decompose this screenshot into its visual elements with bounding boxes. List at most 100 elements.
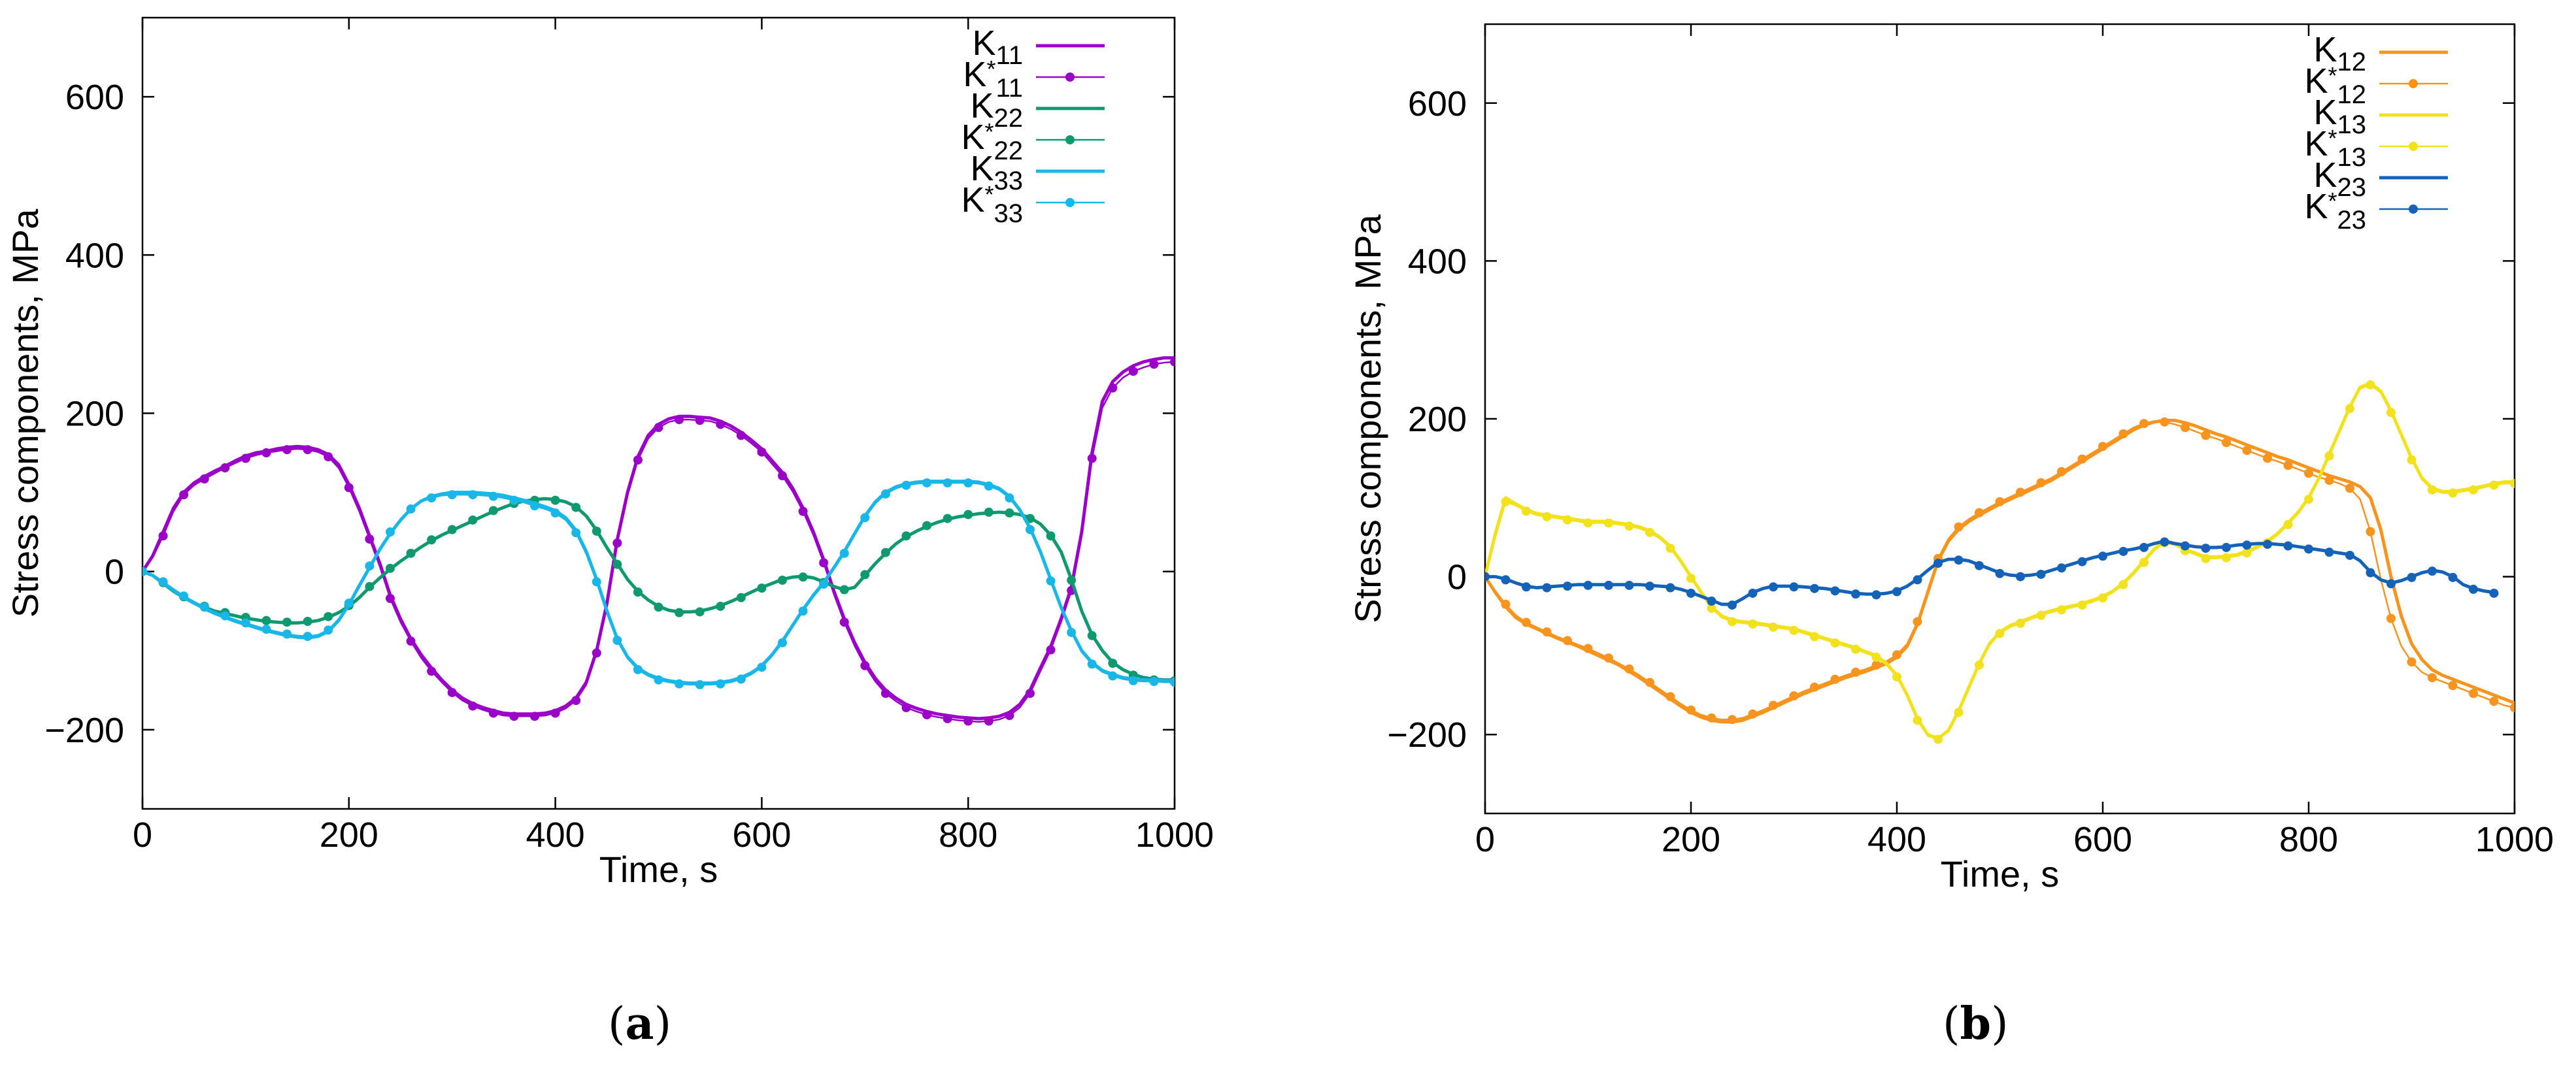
data-point — [2386, 408, 2396, 418]
data-point — [1170, 357, 1175, 367]
data-point — [654, 675, 663, 685]
data-point — [158, 531, 168, 541]
data-point — [1871, 590, 1881, 600]
legend-marker — [1065, 135, 1075, 144]
legend-label-main: K — [970, 86, 994, 125]
data-point — [2283, 519, 2293, 529]
data-point — [550, 708, 560, 718]
data-point — [1975, 508, 1984, 517]
data-point — [695, 416, 705, 425]
svg-text:(b): (b) — [1943, 998, 2009, 1050]
data-point — [1748, 709, 1758, 719]
data-point — [1769, 582, 1778, 592]
data-point — [1830, 586, 1840, 596]
legend-item: K33 — [970, 149, 1105, 195]
data-point — [406, 548, 416, 558]
data-point — [2304, 468, 2313, 478]
data-point — [880, 689, 890, 698]
y-axis-label: Stress components, MPa — [5, 208, 46, 617]
data-point — [2098, 593, 2107, 603]
legend-label-sub: 13 — [2337, 143, 2367, 172]
data-point — [158, 577, 168, 587]
series-line — [1485, 539, 2494, 606]
data-point — [1954, 522, 1964, 532]
data-point — [1851, 644, 1860, 654]
data-point — [509, 495, 519, 505]
legend-label-main: K — [961, 180, 984, 220]
data-point — [1789, 691, 1799, 701]
legend-label-sub: 33 — [994, 167, 1024, 195]
data-point — [1149, 359, 1159, 369]
data-point — [488, 708, 498, 718]
data-point — [2222, 542, 2231, 552]
data-point — [2242, 540, 2252, 550]
data-point — [1108, 671, 1118, 681]
data-point — [2324, 548, 2334, 557]
data-point — [1954, 708, 1964, 717]
data-point — [1769, 700, 1778, 710]
data-point — [2118, 546, 2128, 556]
y-tick-label: −200 — [44, 711, 124, 750]
data-point — [798, 572, 808, 582]
data-point — [943, 713, 952, 723]
data-point — [2118, 580, 2128, 589]
data-point — [2098, 551, 2107, 561]
data-point — [860, 570, 870, 580]
data-point — [839, 617, 849, 627]
data-point — [1665, 544, 1675, 553]
data-point — [179, 490, 189, 500]
data-point — [963, 716, 973, 726]
data-point — [1995, 568, 2005, 578]
data-point — [2489, 696, 2499, 706]
data-point — [2428, 566, 2437, 576]
data-point — [1645, 582, 1654, 591]
x-tick-label: 600 — [732, 815, 791, 855]
data-point — [2016, 618, 2025, 628]
data-point — [2428, 485, 2437, 495]
data-point — [922, 478, 932, 488]
legend-label: K*12 — [2304, 61, 2366, 109]
legend-label-star: * — [2328, 62, 2337, 89]
data-point — [654, 423, 663, 433]
data-point — [1871, 660, 1881, 670]
data-point — [612, 559, 622, 569]
data-point — [427, 493, 437, 503]
data-point — [612, 538, 622, 548]
data-point — [2016, 487, 2025, 497]
data-point — [142, 566, 147, 576]
data-point — [241, 618, 250, 628]
data-point — [1645, 678, 1654, 687]
data-point — [963, 478, 973, 488]
data-point — [2036, 478, 2046, 487]
y-tick-label: 400 — [1408, 242, 1467, 281]
data-point — [1501, 575, 1511, 585]
legend-item: K22 — [970, 86, 1105, 133]
legend-label-sub: 12 — [2337, 48, 2367, 76]
data-point — [550, 495, 560, 505]
data-point — [592, 526, 601, 536]
data-point — [2016, 572, 2025, 582]
data-point — [530, 712, 540, 721]
data-point — [1624, 521, 1634, 531]
data-point — [385, 527, 395, 537]
data-point — [1769, 622, 1778, 632]
data-point — [1892, 650, 1901, 660]
series-line — [1485, 541, 2494, 606]
data-point — [324, 612, 333, 621]
data-point — [1913, 617, 1922, 627]
series-k23 — [1485, 539, 2494, 606]
data-point — [365, 534, 375, 544]
data-point — [1067, 627, 1077, 637]
x-tick-label: 200 — [1662, 820, 1720, 859]
x-tick-label: 800 — [939, 815, 997, 855]
data-point — [2160, 537, 2169, 547]
data-point — [1728, 715, 1737, 725]
caption-b-open: ( — [1943, 998, 1960, 1050]
series-line — [142, 361, 1175, 723]
data-point — [922, 521, 932, 531]
data-point — [1830, 674, 1840, 684]
legend-label-main: K — [2313, 156, 2337, 195]
data-point — [2077, 454, 2087, 464]
data-point — [2057, 467, 2066, 476]
data-point — [1067, 576, 1077, 585]
